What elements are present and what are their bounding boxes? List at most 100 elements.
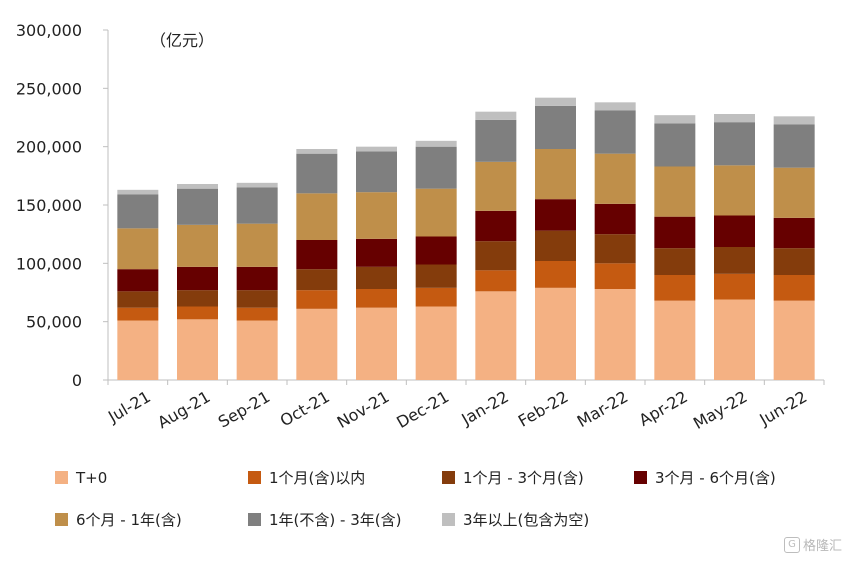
- bar-segment: [654, 216, 696, 249]
- legend-swatch: [442, 513, 455, 526]
- bar-segment: [535, 199, 576, 231]
- legend-swatch: [55, 471, 68, 484]
- legend-label: 3个月 - 6个月(含): [655, 469, 776, 487]
- legend-label: 1个月 - 3个月(含): [463, 469, 584, 487]
- legend-swatch: [248, 513, 261, 526]
- bar-segment: [356, 307, 397, 380]
- bar-segment: [415, 146, 457, 189]
- bar-segment: [594, 110, 636, 154]
- y-tick-label: 50,000: [26, 313, 82, 332]
- bar-segment: [177, 224, 218, 267]
- bar-segment: [654, 166, 696, 217]
- bar-segment: [535, 287, 576, 380]
- bar-segment: [773, 167, 815, 218]
- bar-segment: [356, 151, 397, 193]
- watermark: G 格隆汇: [783, 535, 842, 554]
- x-tick-label: Mar-22: [574, 387, 631, 431]
- axes: [103, 29, 825, 385]
- bar-segment: [654, 275, 696, 301]
- bar-segment: [236, 290, 278, 308]
- bar-segment: [475, 111, 517, 120]
- legend-label: 1年(不含) - 3年(含): [269, 511, 401, 529]
- bar-segment: [236, 307, 278, 321]
- bar-segment: [236, 187, 278, 224]
- legend-swatch: [442, 471, 455, 484]
- x-tick-label: Apr-22: [636, 387, 691, 430]
- bar-segment: [475, 241, 517, 271]
- bar-segment: [773, 116, 815, 125]
- bar-segment: [714, 273, 755, 300]
- bars: [117, 97, 815, 380]
- bar-segment: [594, 102, 636, 111]
- bar-segment: [654, 115, 696, 124]
- bar-segment: [177, 290, 218, 307]
- bar-segment: [714, 247, 755, 274]
- bar-segment: [535, 97, 576, 106]
- bar-segment: [296, 193, 338, 240]
- bar-segment: [475, 270, 517, 292]
- bar-segment: [415, 306, 457, 380]
- y-tick-label: 200,000: [16, 138, 82, 157]
- bar-segment: [475, 161, 517, 211]
- bar-segment: [236, 266, 278, 291]
- bar-segment: [594, 153, 636, 204]
- legend-label: 6个月 - 1年(含): [76, 511, 182, 529]
- bar-segment: [296, 149, 338, 154]
- x-tick-label: Jan-22: [457, 387, 511, 429]
- legend: T+0 1个月(含)以内 1个月 - 3个月(含) 3个月 - 6个月(含) 6个月 -…: [55, 469, 776, 529]
- bar-segment: [535, 261, 576, 288]
- legend-label: 3年以上(包含为空): [463, 511, 589, 529]
- bar-segment: [236, 182, 278, 188]
- bar-segment: [773, 217, 815, 249]
- bar-segment: [714, 215, 755, 247]
- bar-segment: [714, 165, 755, 216]
- bar-segment: [296, 308, 338, 380]
- y-tick-label: 250,000: [16, 79, 82, 98]
- bar-segment: [475, 210, 517, 242]
- bar-segment: [654, 248, 696, 275]
- bar-segment: [594, 263, 636, 289]
- y-tick-label: 300,000: [16, 21, 82, 40]
- bar-segment: [535, 230, 576, 261]
- watermark-text: 格隆汇: [802, 539, 842, 554]
- legend-swatch: [55, 513, 68, 526]
- bar-segment: [535, 105, 576, 149]
- bar-segment: [773, 300, 815, 380]
- legend-swatch: [634, 471, 647, 484]
- bar-segment: [117, 228, 159, 270]
- bar-segment: [296, 290, 338, 309]
- bar-segment: [177, 188, 218, 225]
- bar-segment: [415, 236, 457, 265]
- bar-segment: [773, 275, 815, 301]
- bar-segment: [356, 192, 397, 239]
- bar-segment: [296, 240, 338, 270]
- bar-segment: [177, 319, 218, 380]
- y-tick-label: 100,000: [16, 254, 82, 273]
- bar-segment: [356, 266, 397, 289]
- bar-segment: [714, 299, 755, 380]
- legend-label: T+0: [75, 469, 107, 487]
- y-tick-label: 150,000: [16, 196, 82, 215]
- x-tick-labels: Jul-21 Aug-21 Sep-21 Oct-21 Nov-21 Dec-21 Jan-…: [104, 387, 810, 433]
- bar-segment: [415, 287, 457, 307]
- bar-segment: [594, 234, 636, 264]
- bar-segment: [475, 291, 517, 380]
- x-tick-label: Sep-21: [215, 387, 273, 432]
- bar-segment: [535, 149, 576, 200]
- x-tick-label: Dec-21: [393, 387, 452, 432]
- bar-segment: [415, 188, 457, 237]
- watermark-logo-icon: G: [783, 536, 800, 553]
- bar-segment: [296, 153, 338, 194]
- bar-segment: [415, 264, 457, 288]
- bar-segment: [594, 203, 636, 235]
- bar-segment: [117, 269, 159, 292]
- bar-segment: [117, 194, 159, 229]
- x-tick-label: Jun-22: [756, 387, 811, 430]
- bar-segment: [475, 119, 517, 162]
- legend-label: 1个月(含)以内: [269, 469, 365, 487]
- bar-segment: [117, 307, 159, 321]
- bar-segment: [415, 140, 457, 147]
- bar-segment: [773, 248, 815, 275]
- x-tick-label: Nov-21: [334, 387, 393, 432]
